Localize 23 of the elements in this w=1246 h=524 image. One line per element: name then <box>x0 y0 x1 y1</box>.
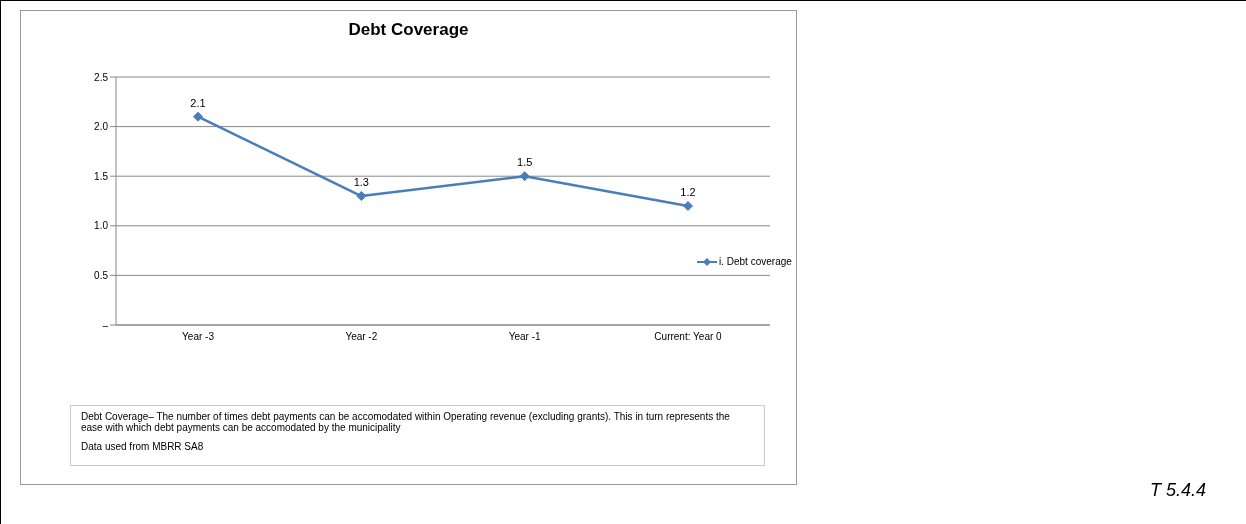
chart-title: Debt Coverage <box>347 20 470 40</box>
x-tick-label: Year -3 <box>182 331 215 343</box>
legend-label: i. Debt coverage <box>719 256 792 267</box>
text: Data used from MBRR SA8 <box>81 441 205 452</box>
y-tick-label: – <box>102 319 109 331</box>
y-tick-label: 2.0 <box>94 121 109 133</box>
x-tick-label: Year -2 <box>345 331 378 343</box>
y-tick-label: 1.0 <box>94 220 109 232</box>
text: Debt Coverage– The number of times debt payments can be accomodated within Operating revenue (excluding grants). This in turn represents the ease with which debt payments can be accomodated by the municipality <box>81 411 731 433</box>
point <box>356 191 367 202</box>
y-tick-label: 0.5 <box>94 269 109 281</box>
point <box>193 111 203 122</box>
data-label: 2.1 <box>190 96 206 109</box>
point <box>683 200 693 211</box>
data-label: 1.5 <box>517 156 533 169</box>
data-label: 1.3 <box>353 176 369 189</box>
data-label: 1.2 <box>680 185 696 198</box>
y-tick-label: 2.5 <box>94 71 109 83</box>
x-tick-label: Current: Year 0 <box>654 331 723 343</box>
x-tick-label: Year -1 <box>508 331 542 343</box>
y-tick-label: 1.5 <box>94 170 109 182</box>
point <box>519 171 530 182</box>
text: T 5.4.4 <box>1150 480 1207 501</box>
